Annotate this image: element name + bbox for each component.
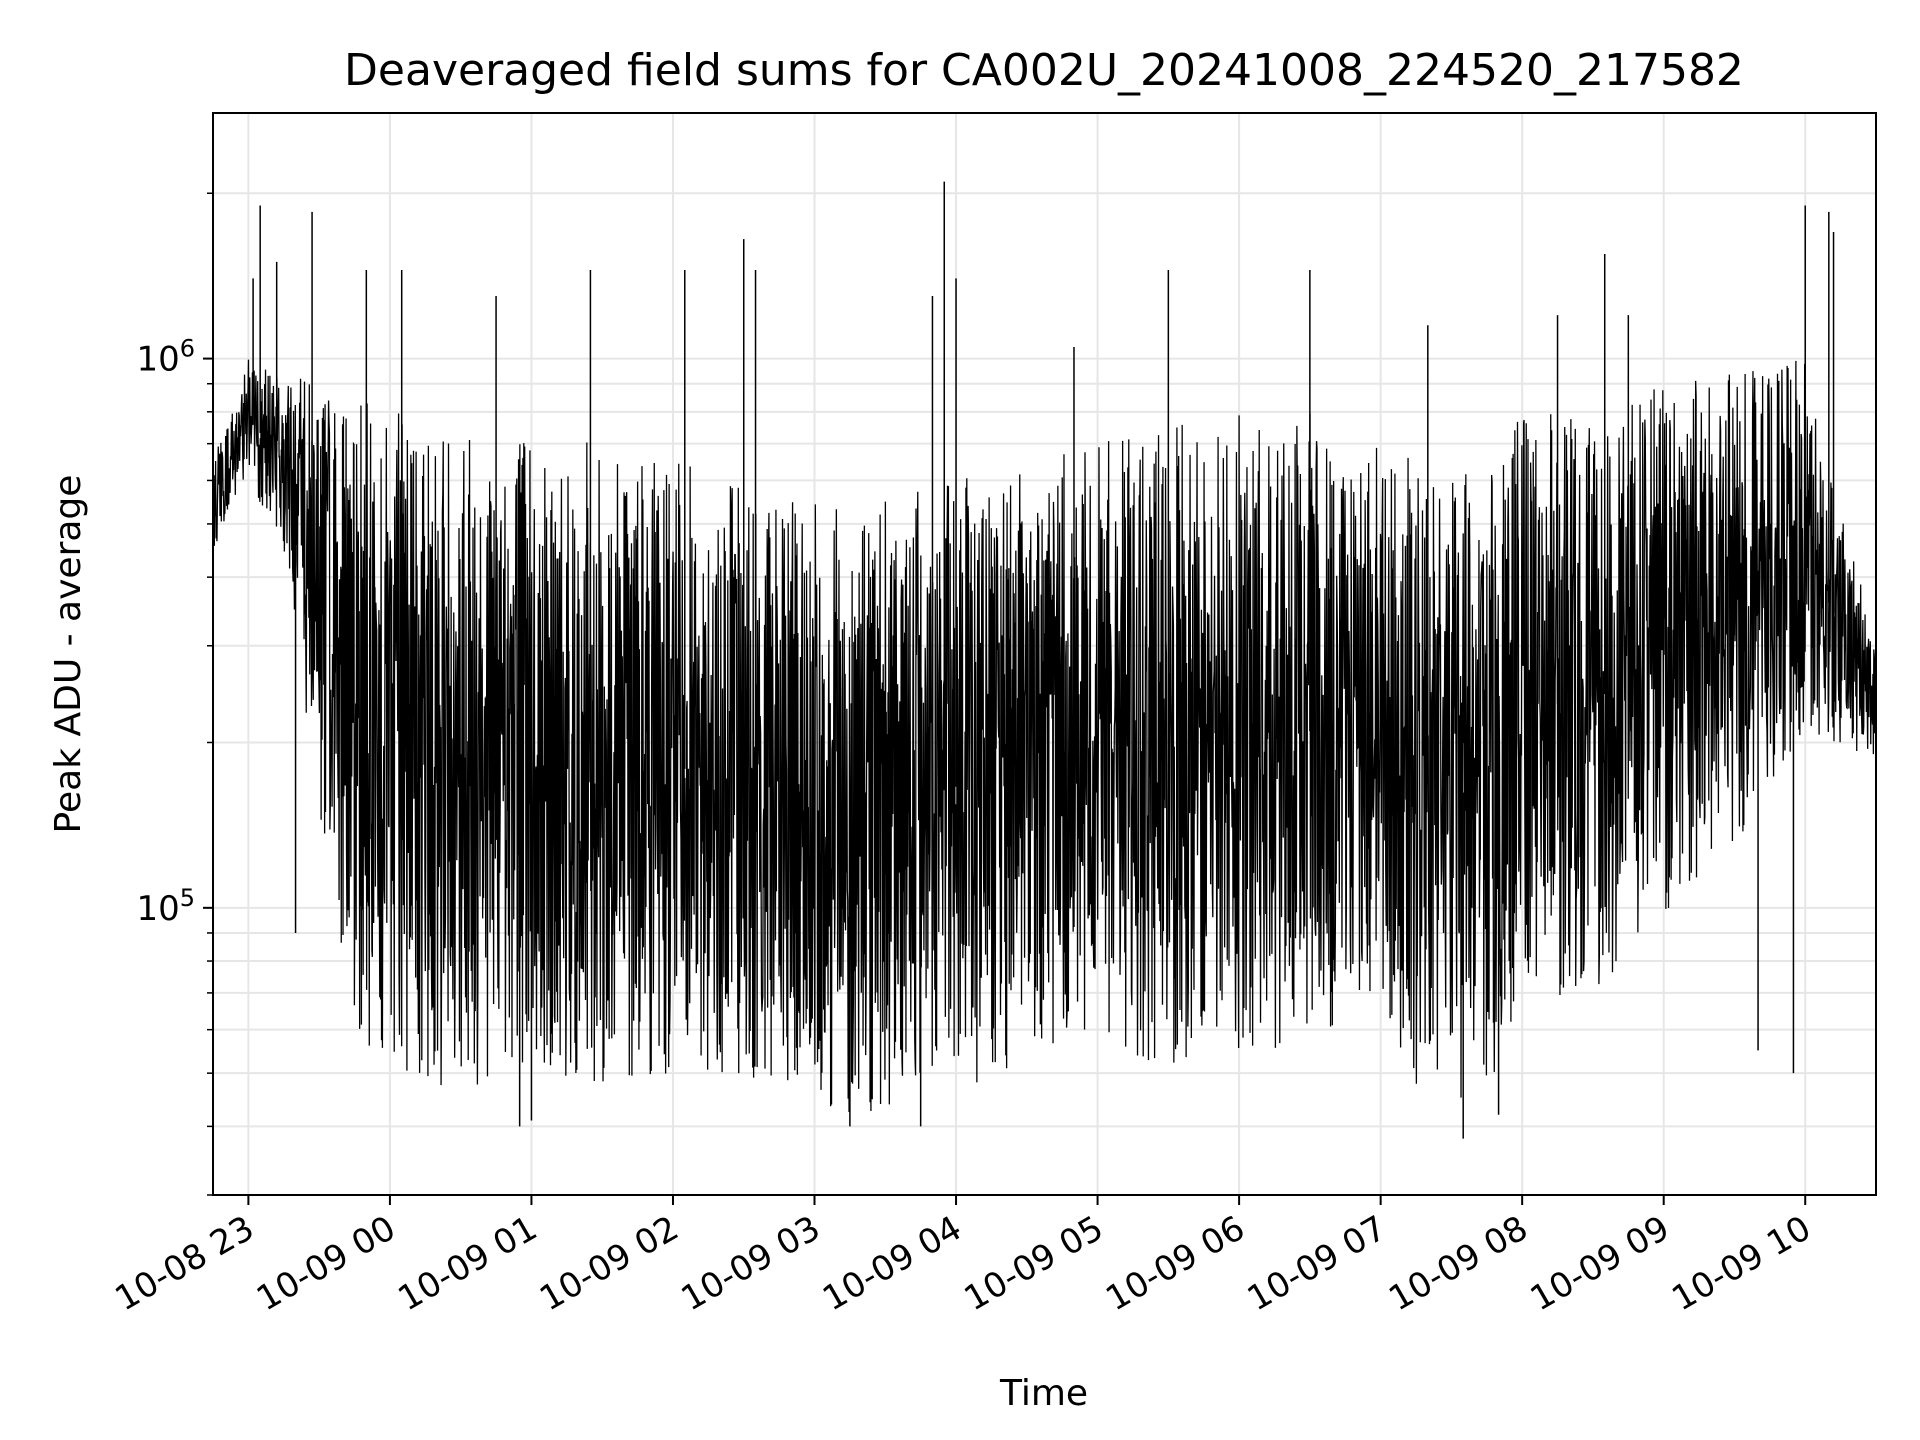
x-tick-label: 10-09 01 — [392, 1208, 544, 1319]
x-tick-label: 10-09 02 — [533, 1208, 685, 1319]
x-tick-label: 10-09 07 — [1241, 1208, 1393, 1319]
x-tick-label: 10-09 04 — [816, 1208, 968, 1319]
y-tick-label: 105 — [136, 884, 195, 929]
x-tick-label: 10-09 00 — [250, 1208, 402, 1319]
x-tick-label: 10-09 09 — [1524, 1208, 1676, 1319]
y-tick-label: 106 — [136, 335, 195, 380]
x-tick-label: 10-09 05 — [958, 1208, 1110, 1319]
data-series — [213, 181, 1876, 1139]
x-tick-label: 10-09 10 — [1665, 1208, 1817, 1319]
x-tick-label: 10-09 03 — [675, 1208, 827, 1319]
y-axis-label: Peak ADU - average — [48, 475, 89, 834]
x-tick-label: 10-09 06 — [1099, 1208, 1251, 1319]
y-axis: 105 106 — [136, 192, 213, 1196]
x-axis-label: Time — [999, 1373, 1088, 1414]
plot-frame — [212, 112, 1877, 1196]
chart-title: Deaveraged field sums for CA002U_2024100… — [344, 45, 1744, 96]
x-tick-label: 10-09 08 — [1382, 1208, 1534, 1319]
series-line — [213, 359, 1876, 1112]
x-tick-label: 10-08 23 — [108, 1208, 260, 1319]
